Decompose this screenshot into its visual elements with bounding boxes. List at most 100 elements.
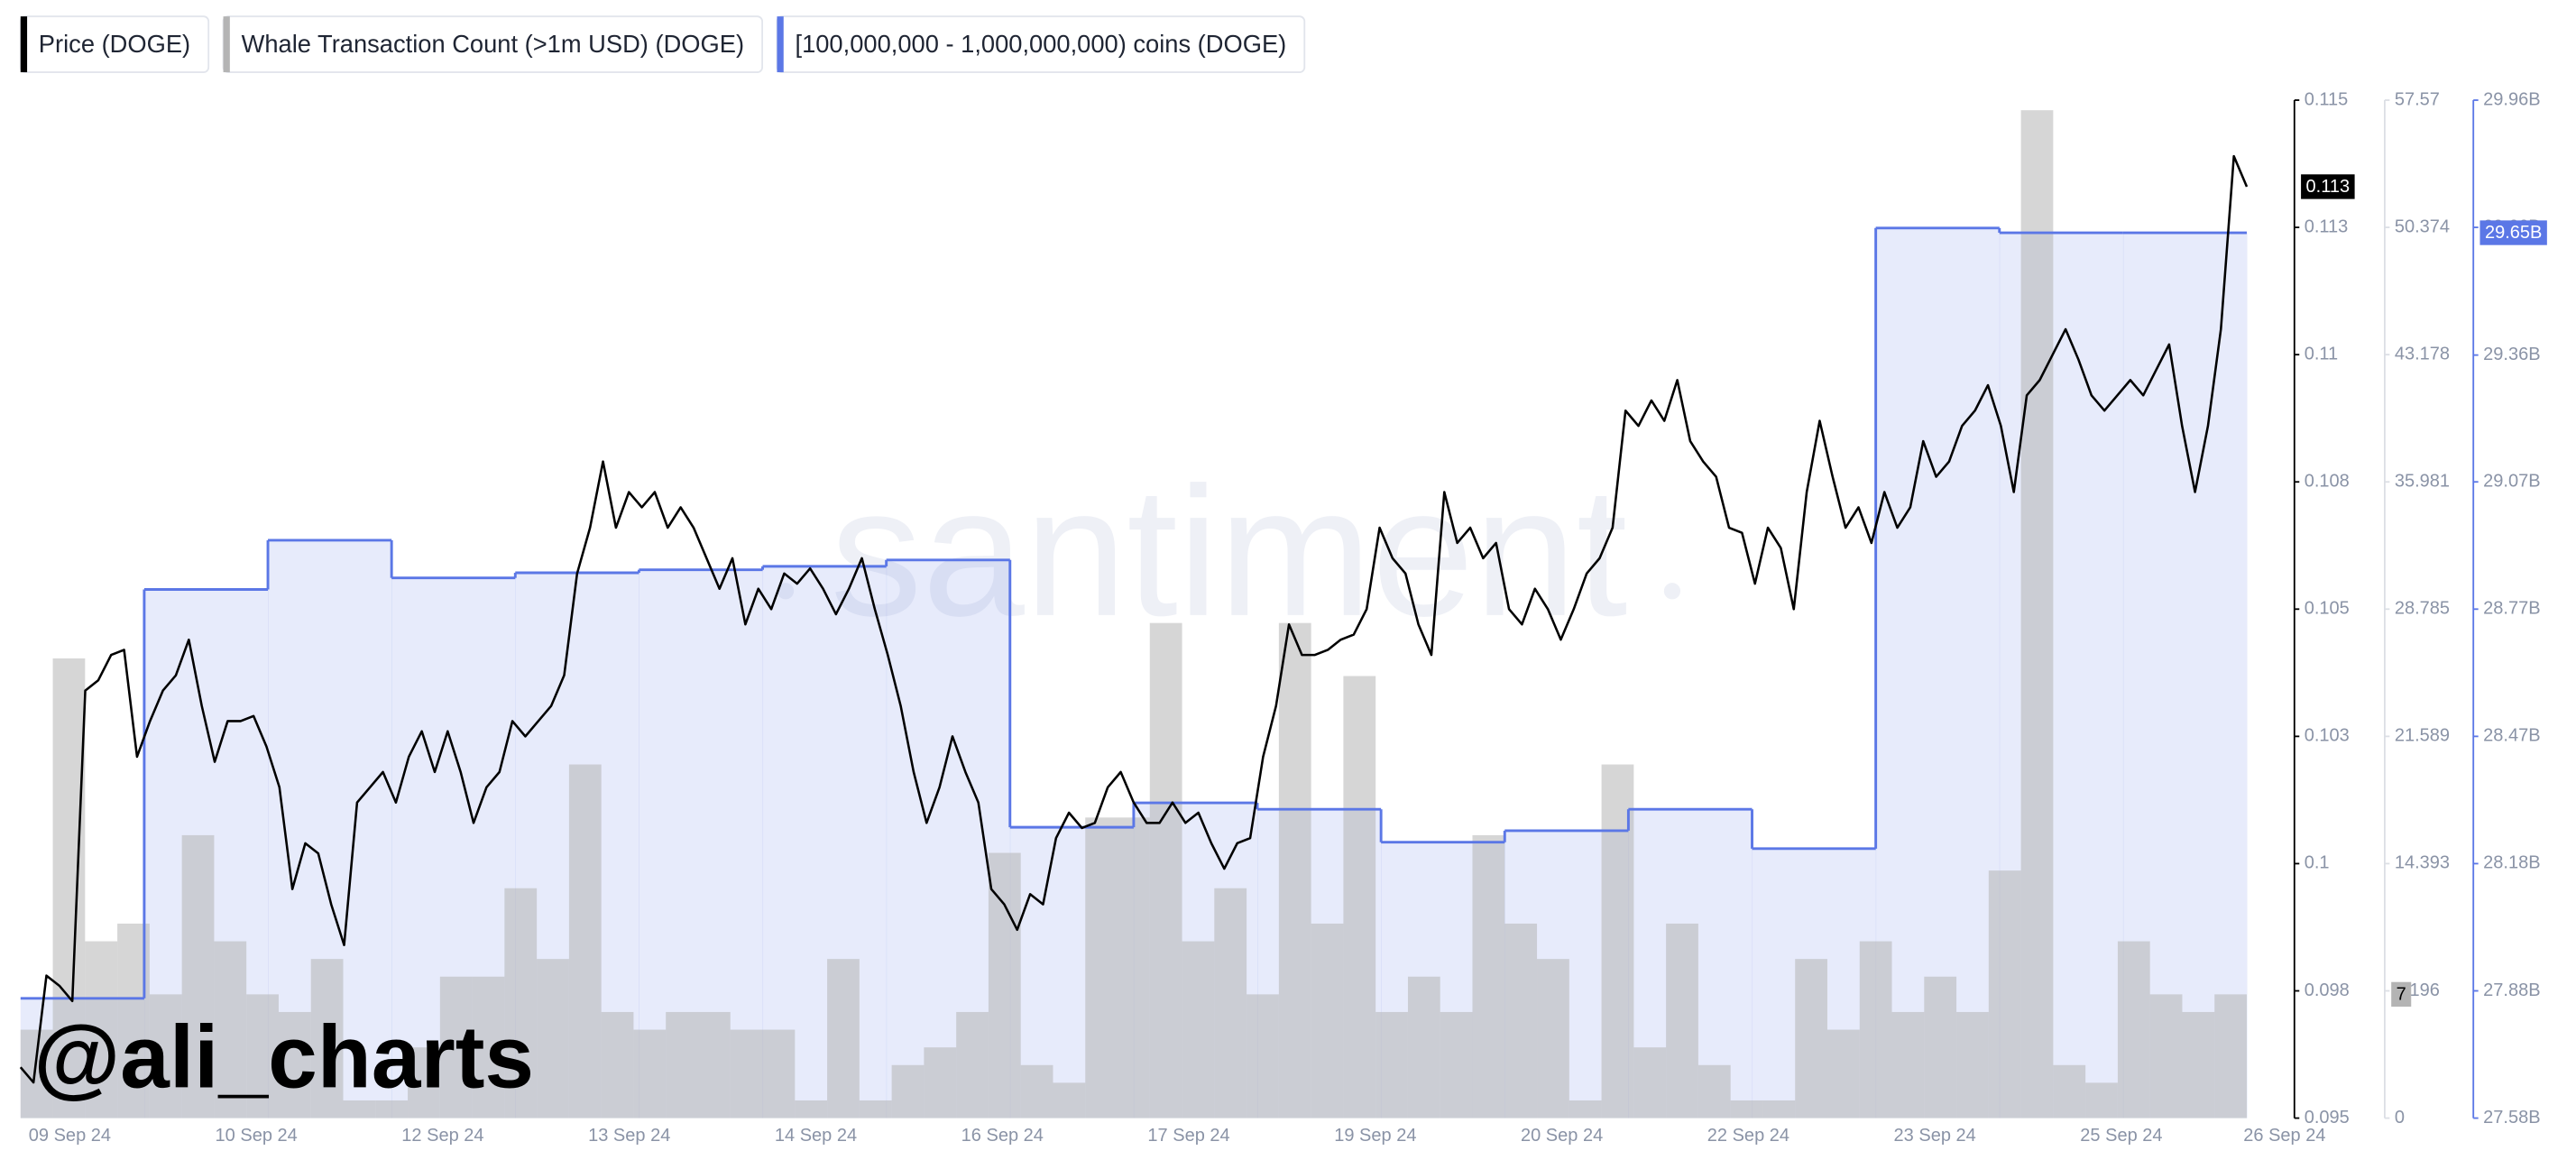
y-tick-label: 29.07B bbox=[2483, 472, 2540, 492]
y-tick-label: 27.58B bbox=[2483, 1108, 2540, 1128]
bar bbox=[343, 1100, 376, 1118]
y-tick-label: 0.113 bbox=[2305, 216, 2349, 236]
y-tick-label: 29.96B bbox=[2483, 89, 2540, 109]
bar bbox=[1149, 622, 1182, 1118]
last-value-box bbox=[2301, 174, 2355, 199]
watermark-dot bbox=[777, 583, 795, 600]
bar bbox=[1311, 923, 1344, 1118]
bar bbox=[181, 834, 215, 1118]
bar bbox=[2085, 1082, 2118, 1118]
bar bbox=[762, 1029, 796, 1118]
y-tick-label: 28.18B bbox=[2483, 853, 2540, 873]
y-tick-label: 0.108 bbox=[2305, 472, 2350, 492]
bar bbox=[827, 959, 860, 1118]
bar bbox=[1666, 923, 1698, 1118]
legend-swatch bbox=[777, 16, 784, 73]
watermark-dot bbox=[1663, 583, 1681, 600]
x-tick-label: 16 Sep 24 bbox=[961, 1126, 1044, 1146]
bar bbox=[1407, 976, 1440, 1118]
bar bbox=[1891, 1011, 1925, 1118]
y-tick-label: 27.88B bbox=[2483, 980, 2540, 1000]
area-segment bbox=[1875, 227, 2001, 1118]
x-tick-label: 14 Sep 24 bbox=[775, 1126, 857, 1146]
legend-swatch bbox=[20, 16, 28, 73]
y-tick-label: 50.374 bbox=[2395, 216, 2450, 236]
last-value-box bbox=[2391, 981, 2412, 1008]
y-tick-label: 14.393 bbox=[2395, 853, 2450, 873]
bar bbox=[1697, 1064, 1731, 1118]
y-tick-label: 43.178 bbox=[2395, 344, 2450, 364]
bar bbox=[1859, 941, 1892, 1118]
y-tick-label: 0.115 bbox=[2305, 89, 2349, 109]
bar bbox=[2053, 1064, 2086, 1118]
bar bbox=[633, 1029, 667, 1118]
bar bbox=[1375, 1011, 1408, 1118]
y-tick-label: 29.36B bbox=[2483, 345, 2540, 364]
y-tick-label: 0.095 bbox=[2305, 1108, 2350, 1128]
bar bbox=[310, 959, 344, 1118]
bar bbox=[859, 1100, 892, 1118]
bar bbox=[568, 764, 602, 1118]
legend-label[interactable]: Price (DOGE) bbox=[39, 30, 190, 58]
bar bbox=[1278, 622, 1311, 1118]
y-tick-label: 0.105 bbox=[2305, 599, 2350, 619]
bar bbox=[2214, 994, 2248, 1118]
bar bbox=[1956, 1011, 1989, 1118]
bar bbox=[1504, 923, 1538, 1118]
x-tick-label: 26 Sep 24 bbox=[2243, 1126, 2325, 1146]
last-value-label: 0.113 bbox=[2306, 177, 2351, 197]
last-value-label: 7 bbox=[2397, 985, 2406, 1005]
bar bbox=[1214, 888, 1247, 1118]
y-tick-label: 0.1 bbox=[2305, 853, 2330, 873]
bar bbox=[666, 1011, 698, 1118]
y-tick-label: 0 bbox=[2395, 1108, 2405, 1128]
x-tick-label: 20 Sep 24 bbox=[1521, 1126, 1603, 1146]
bar bbox=[1182, 941, 1215, 1118]
bar bbox=[1053, 1082, 1086, 1118]
bar bbox=[891, 1064, 925, 1118]
bar bbox=[1118, 817, 1150, 1118]
bar bbox=[504, 888, 538, 1118]
bar bbox=[1795, 959, 1827, 1118]
bar bbox=[375, 1100, 409, 1118]
x-tick-label: 17 Sep 24 bbox=[1147, 1126, 1229, 1146]
bar bbox=[2117, 941, 2150, 1118]
bar bbox=[1988, 870, 2021, 1118]
bar bbox=[439, 976, 473, 1118]
bar bbox=[2020, 110, 2054, 1118]
bar bbox=[1020, 1064, 1053, 1118]
bar bbox=[408, 1047, 440, 1118]
y-tick-label: 0.098 bbox=[2305, 980, 2350, 1000]
bar bbox=[278, 1011, 311, 1118]
y-tick-label: 35.981 bbox=[2395, 472, 2450, 492]
x-tick-label: 23 Sep 24 bbox=[1894, 1126, 1976, 1146]
price-line bbox=[19, 154, 2249, 1084]
area-segment bbox=[762, 566, 888, 1118]
x-tick-label: 12 Sep 24 bbox=[401, 1126, 483, 1146]
x-tick-label: 22 Sep 24 bbox=[1707, 1126, 1789, 1146]
bar bbox=[1343, 676, 1376, 1118]
x-tick-label: 09 Sep 24 bbox=[29, 1126, 111, 1146]
legend-swatch bbox=[223, 16, 230, 73]
bar bbox=[1569, 1100, 1602, 1118]
bar bbox=[697, 1011, 731, 1118]
watermark: santiment bbox=[831, 449, 1628, 655]
bar bbox=[1924, 976, 1957, 1118]
legend-label[interactable]: Whale Transaction Count (>1m USD) (DOGE) bbox=[242, 30, 744, 58]
x-tick-label: 13 Sep 24 bbox=[588, 1126, 670, 1146]
bar bbox=[1633, 1047, 1667, 1118]
legend-label[interactable]: [100,000,000 - 1,000,000,000) coins (DOG… bbox=[795, 30, 1286, 58]
bar bbox=[246, 994, 279, 1118]
y-tick-label: 0.103 bbox=[2305, 726, 2350, 746]
bar bbox=[795, 1100, 828, 1118]
bar bbox=[1762, 1100, 1796, 1118]
bar bbox=[472, 976, 505, 1118]
bar bbox=[1247, 994, 1279, 1118]
bar bbox=[2182, 1011, 2215, 1118]
bar bbox=[2149, 994, 2183, 1118]
bar bbox=[1537, 959, 1569, 1118]
y-tick-label: 0.11 bbox=[2305, 344, 2338, 364]
y-tick-label: 57.57 bbox=[2395, 89, 2440, 109]
